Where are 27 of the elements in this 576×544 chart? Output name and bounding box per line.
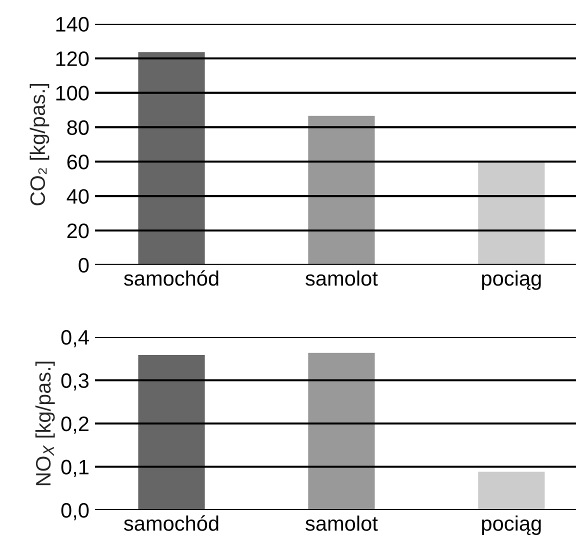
- y-tick-label: 0: [78, 258, 89, 273]
- y-axis-title: CO₂ [kg/pas.]: [30, 84, 50, 206]
- y-axis-title: NO$_{X}$ [kg/pas.]: [35, 362, 55, 486]
- y-tick-label: 0,1: [61, 460, 88, 477]
- bar: [306, 114, 376, 265]
- y-tick-label: 80: [67, 120, 89, 135]
- y-tick-label: 140: [56, 16, 89, 32]
- x-tick-label: pociąg: [482, 516, 541, 535]
- bar: [476, 160, 546, 265]
- y-tick-label: 0,3: [61, 373, 89, 390]
- y-tick-label: 40: [66, 189, 89, 204]
- x-tick-label: samolot: [306, 270, 378, 286]
- bar: [136, 354, 206, 510]
- y-tick-label: 0,4: [61, 330, 89, 348]
- bar: [306, 351, 376, 510]
- y-tick-label: 120: [56, 51, 89, 66]
- y-tick-label: 20: [67, 224, 89, 238]
- y-tick-label: 60: [67, 154, 89, 170]
- y-tick-label: 0,0: [61, 503, 89, 520]
- bar: [136, 50, 206, 265]
- x-tick-label: pociąg: [482, 270, 541, 290]
- y-tick-label: 0,2: [61, 416, 88, 434]
- y-tick-label: 100: [56, 86, 89, 101]
- bar: [476, 470, 546, 510]
- x-tick-label: samochód: [124, 270, 218, 286]
- x-tick-label: samochód: [124, 515, 218, 531]
- x-tick-label: samolot: [306, 516, 378, 531]
